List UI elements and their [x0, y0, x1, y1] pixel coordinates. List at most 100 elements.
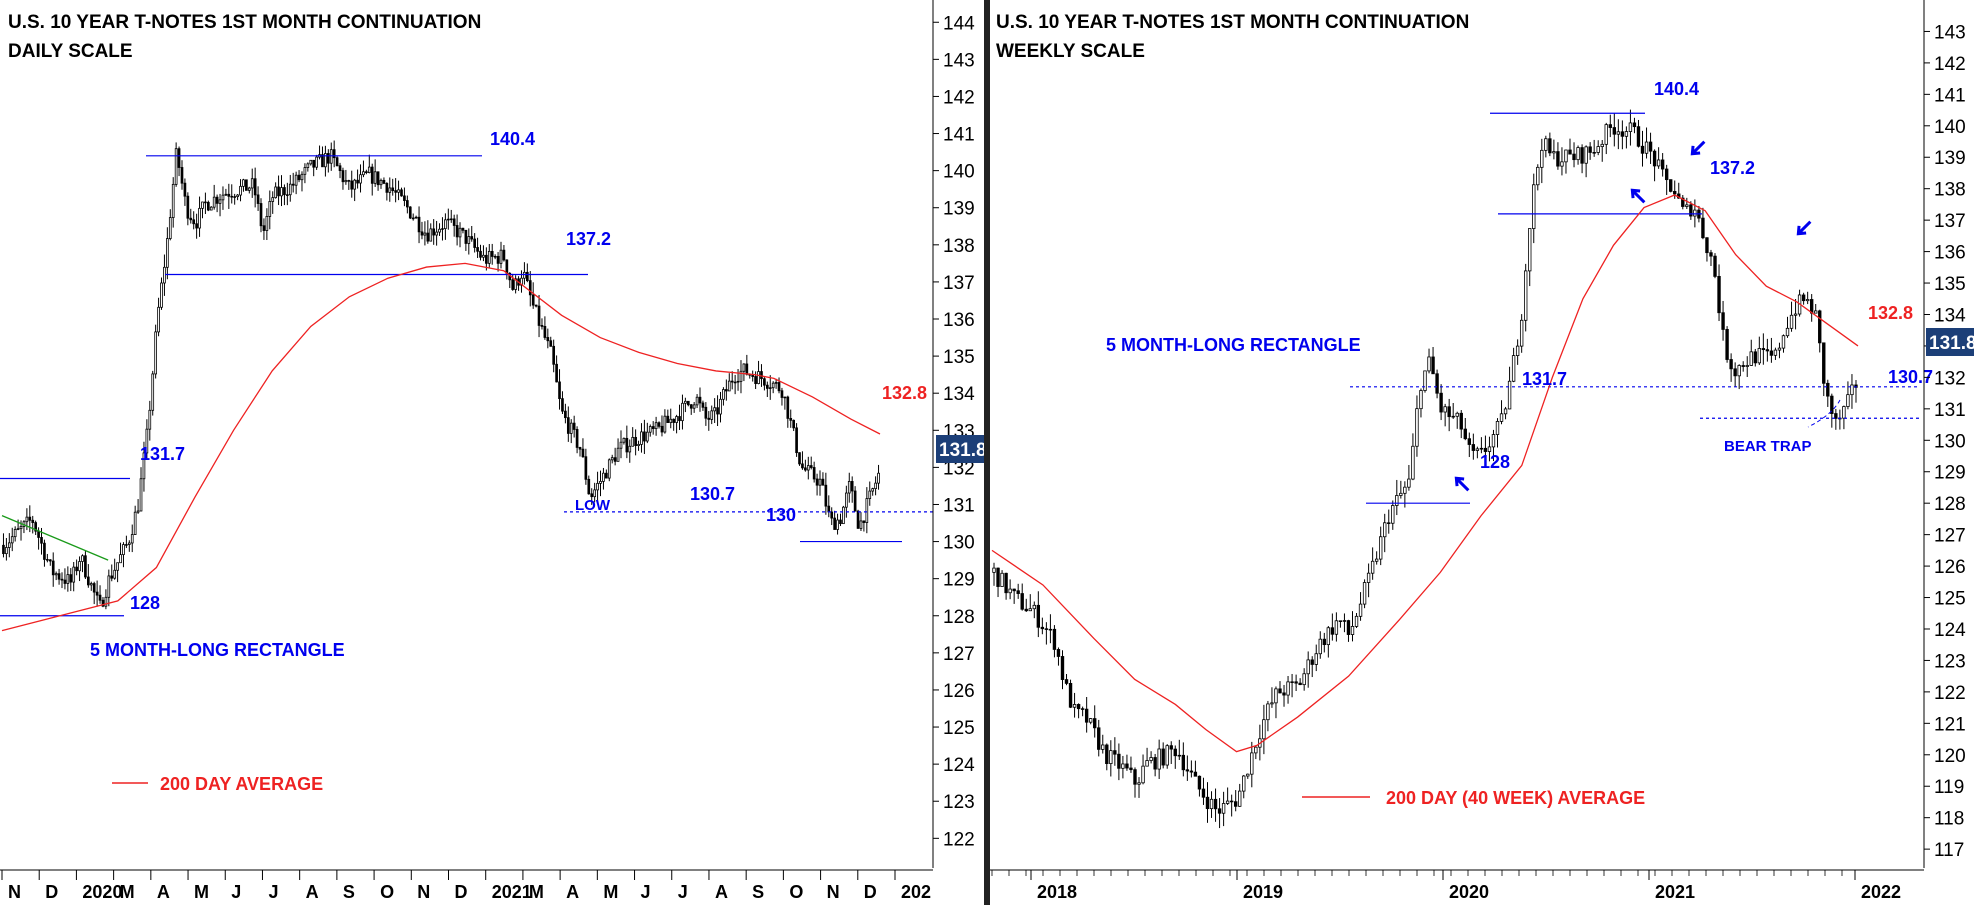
- candle: [847, 472, 851, 503]
- candle: [286, 182, 289, 206]
- y-tick-label: 119: [1934, 777, 1964, 798]
- candle: [1709, 249, 1713, 266]
- candle: [520, 270, 523, 293]
- candle: [1125, 754, 1129, 771]
- candle: [1020, 583, 1024, 611]
- candle: [1270, 687, 1274, 708]
- candle: [1572, 142, 1576, 168]
- candle: [1419, 388, 1423, 418]
- candle: [1274, 686, 1278, 719]
- candle: [1443, 403, 1447, 427]
- candle: [874, 476, 877, 496]
- candle: [151, 370, 155, 416]
- candle: [1350, 611, 1355, 642]
- candle: [136, 499, 140, 514]
- candle: [1544, 135, 1548, 158]
- candle: [736, 368, 740, 391]
- candle: [356, 169, 359, 189]
- candle: [367, 154, 371, 174]
- candle: [104, 589, 108, 610]
- candle: [391, 178, 395, 196]
- candle: [382, 177, 386, 185]
- candle: [1362, 579, 1367, 609]
- y-tick-label: 137: [1934, 211, 1966, 232]
- panel-divider: [984, 0, 990, 905]
- candle: [686, 400, 690, 407]
- candle: [247, 186, 251, 194]
- arrow-down-left-icon: [1690, 140, 1706, 156]
- weekly-level-label-130-7: 130.7: [1888, 367, 1933, 387]
- candle: [607, 458, 611, 482]
- candle: [101, 597, 105, 608]
- candle: [265, 208, 269, 241]
- x-tick-label: A: [566, 882, 579, 902]
- candle: [1515, 339, 1520, 365]
- candle: [435, 220, 438, 246]
- candle: [350, 170, 354, 198]
- daily-rectangle-annotation: 5 MONTH-LONG RECTANGLE: [90, 640, 345, 660]
- candle: [209, 206, 213, 211]
- candle: [362, 160, 365, 178]
- candle: [1093, 705, 1097, 738]
- candle: [347, 179, 351, 190]
- x-tick-label: 2020: [82, 882, 122, 902]
- candle: [1540, 138, 1544, 184]
- candle: [461, 227, 465, 234]
- x-tick-label: D: [455, 882, 468, 902]
- y-tick-label: 138: [1934, 180, 1966, 201]
- x-tick-label: N: [417, 882, 430, 902]
- x-tick-label: N: [827, 882, 840, 902]
- x-tick-label: D: [864, 882, 877, 902]
- candle: [72, 561, 76, 592]
- candle: [745, 354, 749, 376]
- candle: [458, 222, 462, 248]
- candle: [534, 304, 538, 308]
- candle: [1669, 179, 1673, 193]
- candle: [578, 446, 582, 457]
- candle: [160, 277, 163, 310]
- daily-candles: [2, 140, 880, 610]
- candle: [1407, 464, 1411, 491]
- candle: [634, 429, 637, 456]
- candle: [423, 221, 427, 246]
- candle: [818, 470, 822, 496]
- y-tick-label: 136: [943, 310, 975, 331]
- candle: [1854, 380, 1858, 403]
- candle: [1721, 300, 1725, 341]
- candle: [827, 495, 831, 518]
- candle: [1354, 612, 1359, 629]
- candle: [186, 192, 190, 226]
- x-tick-label: J: [678, 882, 688, 902]
- candle: [1415, 395, 1419, 457]
- candle: [142, 441, 146, 492]
- y-tick-label: 143: [1934, 22, 1966, 43]
- candle: [1536, 164, 1540, 191]
- y-tick-label: 140: [943, 162, 975, 183]
- candle: [499, 241, 503, 269]
- candle: [763, 377, 766, 391]
- candle: [1181, 742, 1186, 777]
- candle: [824, 472, 828, 515]
- candle: [564, 403, 567, 424]
- candle: [1370, 547, 1375, 580]
- y-tick-label: 143: [943, 50, 975, 71]
- candle: [511, 273, 515, 291]
- candle: [1254, 746, 1258, 760]
- candle: [1439, 384, 1443, 421]
- weekly-chart-subtitle: WEEKLY SCALE: [996, 41, 1145, 62]
- candle: [259, 198, 263, 233]
- candle: [145, 419, 149, 459]
- candle: [119, 542, 122, 564]
- candle: [221, 186, 225, 210]
- candle: [719, 391, 722, 423]
- candle: [1201, 777, 1206, 805]
- candle: [707, 411, 711, 431]
- candle: [1169, 741, 1173, 764]
- candle: [1640, 130, 1645, 167]
- candle: [22, 520, 26, 534]
- candle: [669, 408, 673, 429]
- weekly-level-label-128: 128: [1480, 452, 1510, 472]
- x-tick-label: 2021: [492, 882, 532, 902]
- candle: [628, 439, 632, 463]
- candle: [1012, 588, 1016, 604]
